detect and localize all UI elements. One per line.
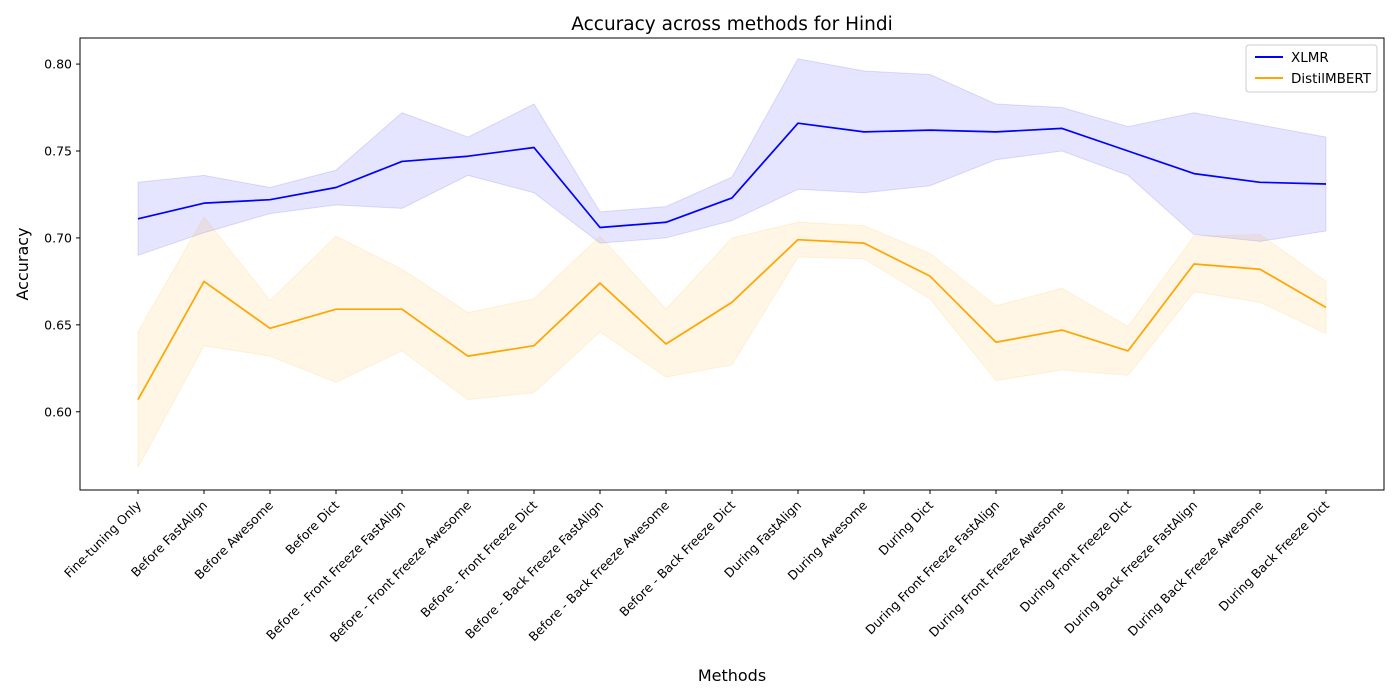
legend-label-distilmbert: DistilMBERT [1291, 71, 1372, 87]
x-tick-label: Before - Front Freeze FastAlign [263, 498, 408, 643]
legend: XLMR DistilMBERT [1245, 44, 1378, 93]
chart-title: Accuracy across methods for Hindi [571, 14, 892, 35]
y-axis: 0.60 0.65 0.70 0.75 0.80 [44, 57, 80, 419]
legend-label-xlmr: XLMR [1291, 50, 1329, 66]
series-lines [137, 122, 1327, 401]
x-tick-label: During Back Freeze Awesome [1125, 497, 1267, 639]
band-distilmbert [137, 216, 1327, 468]
confidence-bands [137, 58, 1327, 468]
x-tick-label: During Front Freeze FastAlign [862, 498, 1002, 638]
x-tick-label: During Back Freeze Dict [1215, 497, 1332, 614]
line-distilmbert [137, 238, 1327, 401]
y-tick-label: 0.75 [44, 144, 72, 159]
line-xlmr [137, 122, 1327, 229]
y-tick-label: 0.65 [44, 317, 72, 332]
x-tick-label: Before - Back Freeze Dict [616, 497, 738, 619]
x-tick-label: Before - Front Freeze Awesome [327, 497, 475, 645]
y-axis-label: Accuracy [13, 227, 32, 300]
x-tick-label: Before Dict [282, 497, 342, 557]
x-tick-label: Before - Back Freeze FastAlign [462, 498, 606, 642]
band-xlmr [137, 58, 1327, 257]
y-tick-label: 0.80 [44, 57, 72, 72]
x-tick-label: During Front Freeze Awesome [926, 497, 1069, 640]
x-tick-label: During Back Freeze FastAlign [1061, 498, 1200, 637]
x-tick-label: Before - Front Freeze Dict [417, 497, 540, 620]
x-tick-label: During Dict [875, 497, 936, 558]
y-tick-label: 0.70 [44, 230, 72, 245]
x-tick-label: During Front Freeze Dict [1017, 497, 1135, 615]
x-tick-label: Before - Back Freeze Awesome [525, 497, 672, 644]
x-axis-label: Methods [698, 666, 766, 685]
y-tick-label: 0.60 [44, 404, 72, 419]
